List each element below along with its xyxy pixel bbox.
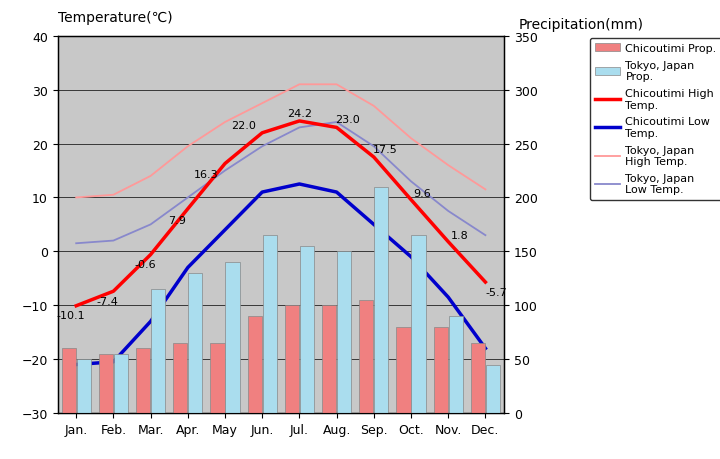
Bar	[210, 343, 225, 413]
Text: 23.0: 23.0	[336, 115, 360, 125]
Text: 24.2: 24.2	[287, 109, 312, 118]
Text: 9.6: 9.6	[413, 189, 431, 199]
Text: 16.3: 16.3	[194, 170, 219, 180]
Bar	[136, 348, 150, 413]
Text: 22.0: 22.0	[231, 120, 256, 130]
Bar	[359, 300, 374, 413]
Bar	[285, 306, 299, 413]
Bar	[449, 316, 463, 413]
Bar	[114, 354, 128, 413]
Text: -10.1: -10.1	[56, 311, 85, 321]
Bar	[322, 306, 336, 413]
Text: -7.4: -7.4	[97, 296, 119, 306]
Bar	[433, 327, 448, 413]
Text: 17.5: 17.5	[372, 145, 397, 155]
Bar	[76, 359, 91, 413]
Text: Temperature(℃): Temperature(℃)	[58, 11, 172, 25]
Text: -5.7: -5.7	[486, 287, 508, 297]
Bar	[486, 365, 500, 413]
Bar	[99, 354, 113, 413]
Bar	[411, 235, 426, 413]
Text: -0.6: -0.6	[134, 260, 156, 270]
Text: Precipitation(mm): Precipitation(mm)	[518, 18, 644, 32]
Bar	[263, 235, 276, 413]
Bar	[337, 252, 351, 413]
Bar	[300, 246, 314, 413]
Bar	[174, 343, 187, 413]
Text: 1.8: 1.8	[451, 231, 468, 241]
Bar	[471, 343, 485, 413]
Bar	[397, 327, 410, 413]
Text: 7.9: 7.9	[168, 215, 186, 225]
Bar	[374, 187, 388, 413]
Bar	[225, 263, 240, 413]
Bar	[188, 273, 202, 413]
Bar	[151, 290, 165, 413]
Bar	[62, 348, 76, 413]
Legend: Chicoutimi Prop., Tokyo, Japan
Prop., Chicoutimi High
Temp., Chicoutimi Low
Temp: Chicoutimi Prop., Tokyo, Japan Prop., Ch…	[590, 39, 720, 201]
Bar	[248, 316, 262, 413]
